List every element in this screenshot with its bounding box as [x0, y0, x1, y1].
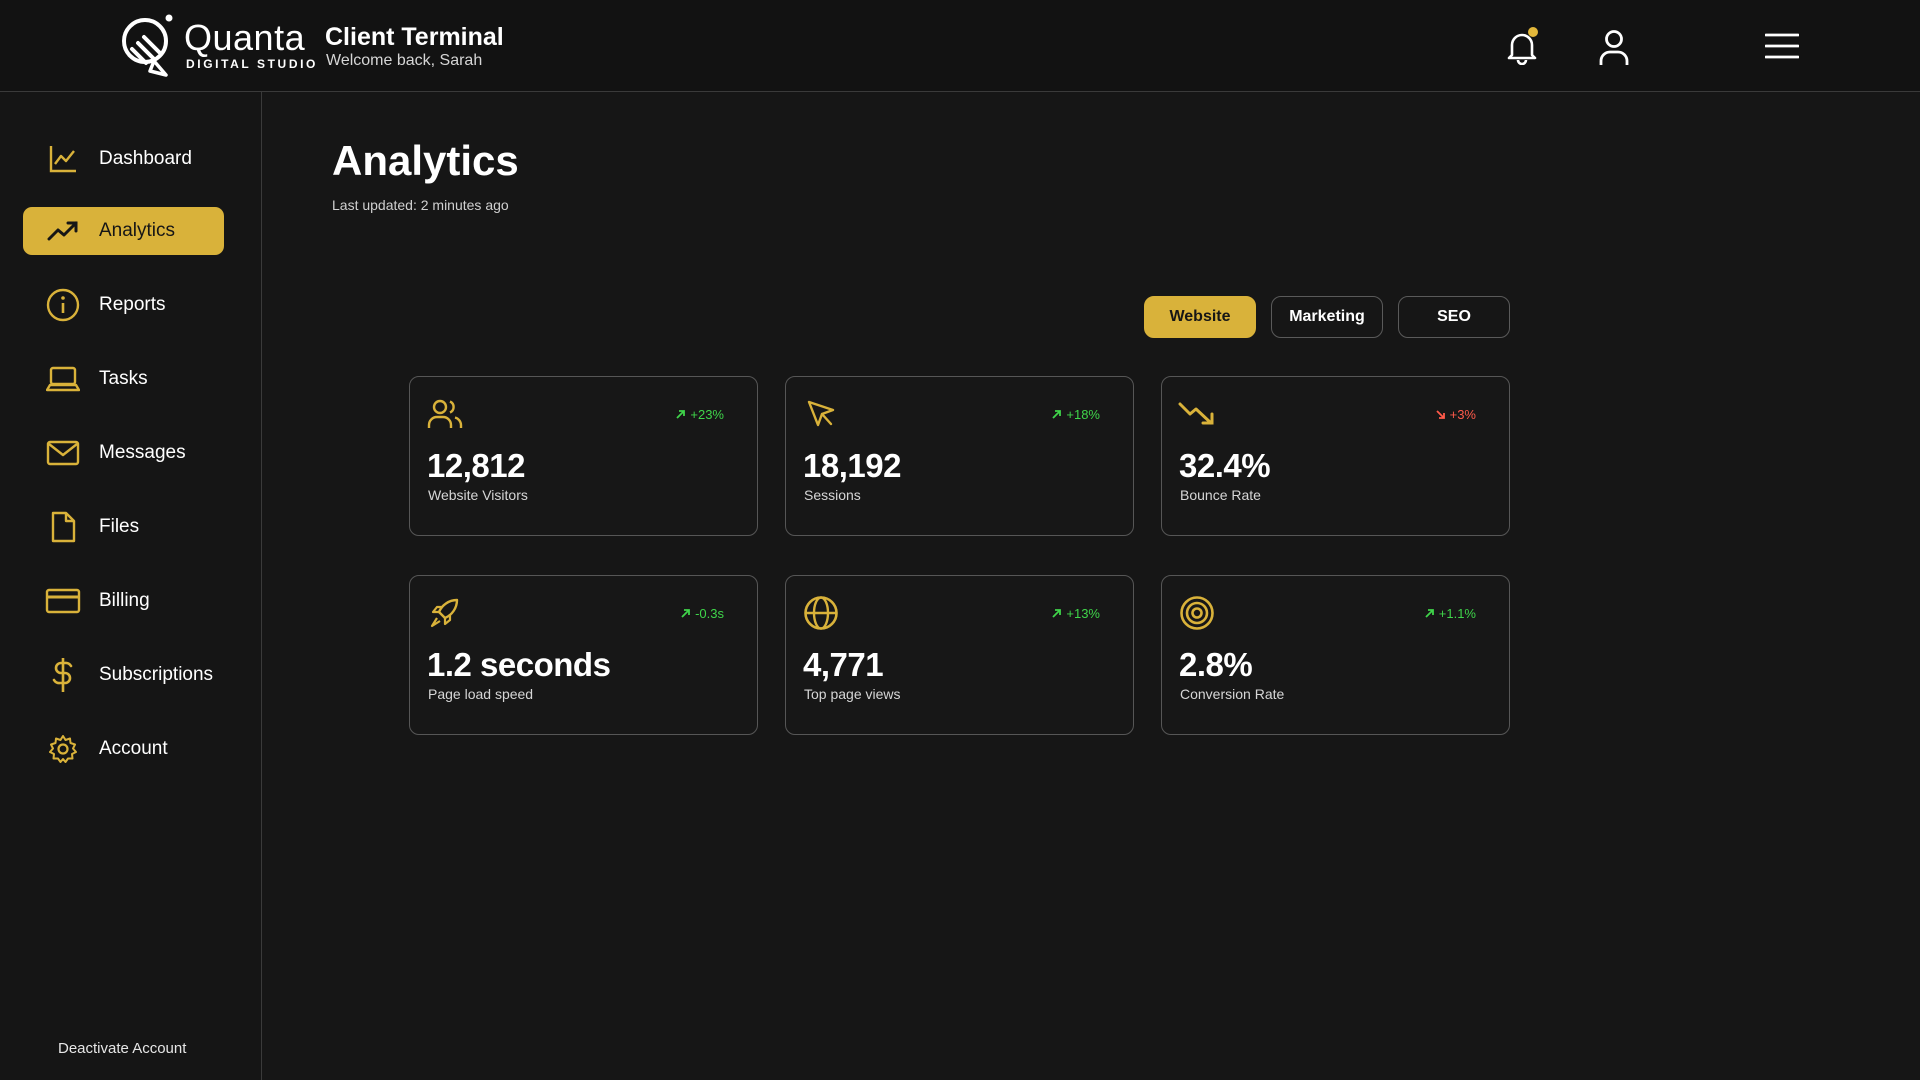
hamburger-menu-icon — [1765, 33, 1799, 59]
deactivate-account-link[interactable]: Deactivate Account — [58, 1040, 187, 1057]
tab-website[interactable]: Website — [1144, 296, 1256, 338]
trend-value: -0.3s — [695, 606, 724, 621]
notification-dot — [1528, 27, 1538, 37]
trend-value: +3% — [1449, 407, 1476, 422]
sidebar-item-label: Files — [99, 516, 140, 537]
sidebar-item-label: Account — [99, 738, 168, 759]
stat-card-top-page-views[interactable]: +13% 4,771 Top page views — [785, 575, 1134, 735]
trend-value: +13% — [1066, 606, 1100, 621]
globe-icon — [802, 594, 840, 632]
brand-logo[interactable]: Quanta DIGITAL STUDIO — [120, 13, 315, 77]
stat-value: 12,812 — [427, 447, 525, 484]
notifications-button[interactable] — [1502, 27, 1542, 67]
stat-card-bounce-rate[interactable]: +3% 32.4% Bounce Rate — [1161, 376, 1510, 536]
sidebar-item-label: Dashboard — [99, 148, 192, 169]
top-bar: Quanta DIGITAL STUDIO Client Terminal We… — [0, 0, 1920, 92]
stat-label: Conversion Rate — [1180, 686, 1285, 702]
user-icon — [1599, 30, 1629, 65]
sidebar-item-account[interactable]: Account — [23, 725, 224, 773]
trend-value: +18% — [1066, 407, 1100, 422]
sidebar-item-label: Reports — [99, 294, 166, 315]
stat-label: Top page views — [804, 686, 901, 702]
stat-value: 4,771 — [803, 646, 884, 683]
stat-label: Bounce Rate — [1180, 487, 1261, 503]
tab-seo[interactable]: SEO — [1398, 296, 1510, 338]
trend-badge: +13% — [1051, 606, 1100, 621]
rocket-icon — [426, 594, 464, 632]
sidebar-item-files[interactable]: Files — [23, 503, 224, 551]
quanta-logo-icon — [122, 14, 173, 77]
cursor-icon — [802, 395, 840, 433]
welcome-message: Welcome back, Sarah — [326, 52, 483, 69]
profile-button[interactable] — [1594, 27, 1634, 69]
users-icon — [426, 395, 464, 433]
stat-value: 32.4% — [1179, 447, 1271, 484]
arrow-up-right-icon — [1052, 410, 1062, 419]
sidebar-item-label: Subscriptions — [99, 664, 214, 685]
last-updated-text: Last updated: 2 minutes ago — [332, 197, 509, 213]
sidebar-item-label: Messages — [99, 442, 186, 463]
stat-card-sessions[interactable]: +18% 18,192 Sessions — [785, 376, 1134, 536]
stat-label: Website Visitors — [428, 487, 528, 503]
sidebar-item-reports[interactable]: Reports — [23, 281, 224, 329]
sidebar-item-label: Analytics — [99, 220, 176, 241]
trend-badge: +18% — [1051, 407, 1100, 422]
sidebar-item-subscriptions[interactable]: Subscriptions — [23, 651, 224, 699]
line-chart-icon — [45, 141, 81, 177]
arrow-up-right-icon — [676, 410, 686, 419]
trending-down-icon — [1178, 395, 1216, 433]
stat-value: 2.8% — [1179, 646, 1253, 683]
stat-label: Sessions — [804, 487, 861, 503]
file-icon — [45, 509, 81, 545]
brand-tagline: DIGITAL STUDIO — [186, 57, 318, 71]
stat-value: 1.2 seconds — [427, 646, 611, 683]
sidebar-item-dashboard[interactable]: Dashboard — [23, 135, 224, 183]
bell-icon — [1507, 33, 1537, 65]
sidebar-item-billing[interactable]: Billing — [23, 577, 224, 625]
app-title: Client Terminal — [325, 23, 504, 51]
brand-name: Quanta — [184, 17, 306, 58]
sidebar-item-analytics[interactable]: Analytics — [23, 207, 224, 255]
trend-badge: +3% — [1435, 407, 1476, 422]
arrow-down-right-icon — [1435, 410, 1445, 419]
trending-up-icon — [45, 213, 81, 249]
target-icon — [1178, 594, 1216, 632]
stat-card-conversion-rate[interactable]: +1.1% 2.8% Conversion Rate — [1161, 575, 1510, 735]
sidebar-item-label: Billing — [99, 590, 150, 611]
trend-value: +1.1% — [1438, 606, 1476, 621]
sidebar: Dashboard Analytics Reports Tasks Messag… — [0, 92, 262, 1080]
stat-card-page-load-speed[interactable]: -0.3s 1.2 seconds Page load speed — [409, 575, 758, 735]
main-menu-button[interactable] — [1764, 30, 1800, 62]
trend-badge: -0.3s — [680, 606, 724, 621]
info-circle-icon — [45, 287, 81, 323]
stat-card-website-visitors[interactable]: +23% 12,812 Website Visitors — [409, 376, 758, 536]
sidebar-item-label: Tasks — [99, 368, 148, 389]
dollar-icon — [45, 657, 81, 693]
stat-label: Page load speed — [428, 686, 534, 702]
laptop-icon — [45, 361, 81, 397]
sidebar-item-messages[interactable]: Messages — [23, 429, 224, 477]
trend-badge: +1.1% — [1424, 606, 1476, 621]
trend-badge: +23% — [675, 407, 724, 422]
arrow-up-right-icon — [1425, 609, 1434, 618]
gear-icon — [45, 731, 81, 767]
tab-marketing[interactable]: Marketing — [1271, 296, 1383, 338]
page-title: Analytics — [332, 137, 519, 184]
credit-card-icon — [45, 583, 81, 619]
stat-value: 18,192 — [803, 447, 901, 484]
arrow-up-right-icon — [1052, 609, 1062, 618]
trend-value: +23% — [690, 407, 724, 422]
sidebar-item-tasks[interactable]: Tasks — [23, 355, 224, 403]
mail-icon — [45, 435, 81, 471]
arrow-up-right-icon — [681, 609, 690, 618]
